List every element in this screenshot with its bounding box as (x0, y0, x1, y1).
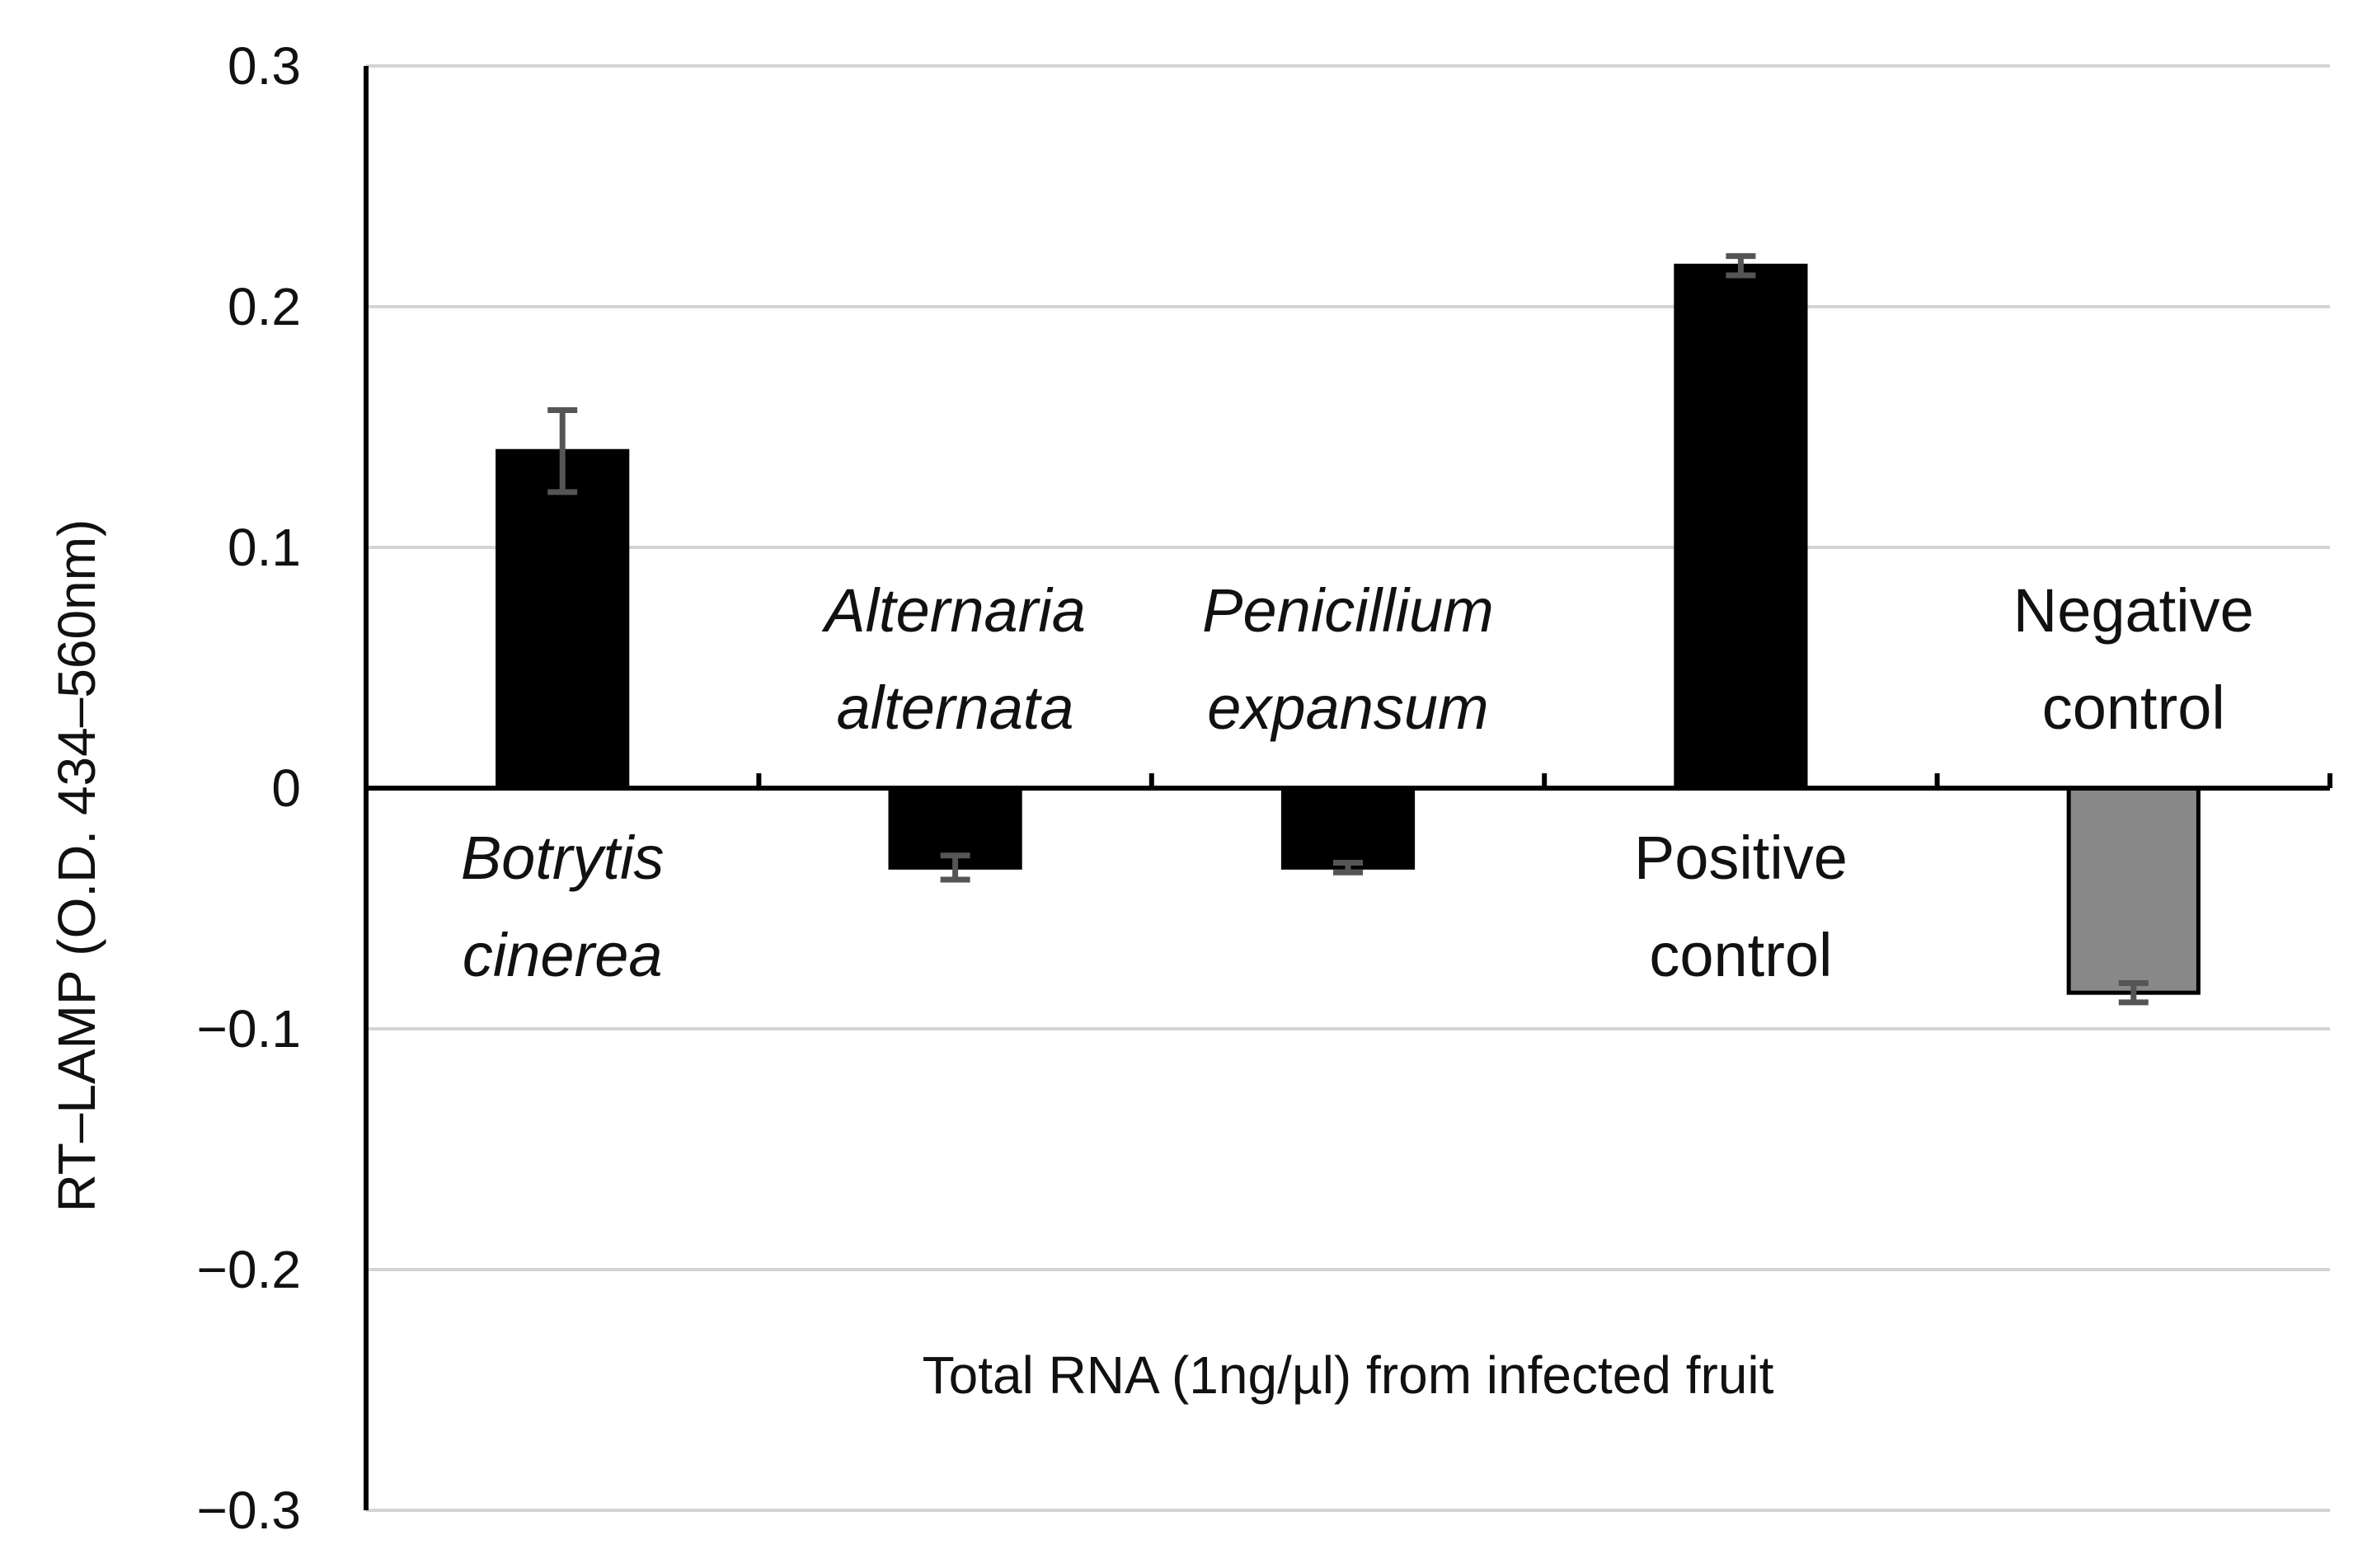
y-tick-label: 0.3 (228, 36, 301, 96)
category-label: Botrytis cinerea (461, 824, 665, 989)
category-label: Alternaria alternata (821, 576, 1086, 742)
category-label: Negative control (2013, 576, 2254, 742)
axes (364, 66, 2332, 1510)
category-label: Positive control (1634, 824, 1848, 989)
error-bar (2118, 980, 2149, 1006)
y-tick-label: 0.2 (228, 277, 301, 336)
error-bar (1333, 860, 1363, 876)
y-tick-labels: 0.3 0.2 0.1 0 −0.1 −0.2 −0.3 (197, 36, 301, 1540)
y-axis-title: RT–LAMP (O.D. 434–560nm) (47, 519, 106, 1213)
y-tick-label: 0.1 (228, 518, 301, 577)
y-tick-label: 0 (271, 758, 301, 818)
gridlines (366, 64, 2330, 1512)
y-tick-label: −0.1 (197, 999, 301, 1059)
bar (496, 448, 630, 791)
x-axis-title: Total RNA (1ng/µl) from infected fruit (923, 1345, 1774, 1405)
bar (2066, 786, 2201, 995)
bar (1674, 263, 1808, 791)
bars (496, 253, 2201, 1006)
error-bar (547, 407, 578, 495)
category-label: Penicillium expansum (1202, 576, 1494, 742)
error-bar (1726, 253, 1756, 279)
bar (1280, 786, 1416, 870)
category-labels: Botrytis cinerea Alternaria alternata Penici… (461, 576, 2254, 989)
y-tick-label: −0.3 (197, 1481, 301, 1540)
y-tick-label: −0.2 (197, 1240, 301, 1299)
error-bar (940, 852, 970, 883)
